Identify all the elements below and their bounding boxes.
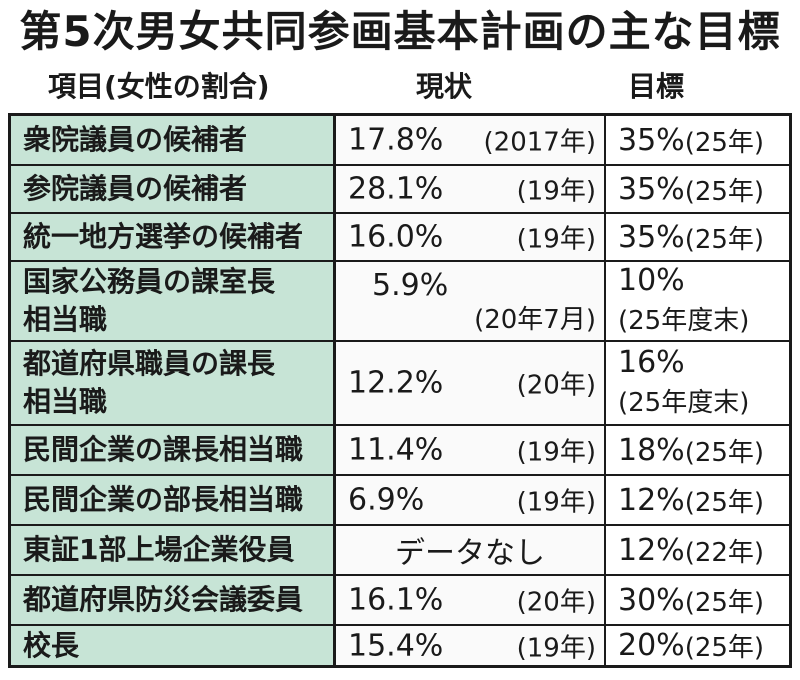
table-row: 東証1部上場企業役員 データなし 12% (22年) [11,526,789,576]
row-current: 16.1% (20年) [336,576,606,624]
row-target: 35% (25年) [606,116,789,164]
row-target: 12% (22年) [606,526,789,574]
current-value: 17.8% [348,122,444,158]
row-item: 参院議員の候補者 [11,166,336,212]
row-target: 18% (25年) [606,426,789,474]
current-value: 6.9% [348,482,425,518]
current-no-data: データなし [395,536,545,571]
target-year: (25年度末) [618,388,750,418]
page-title: 第5次男女共同参画基本計画の主な目標 [19,7,781,56]
row-target: 35% (25年) [606,214,789,260]
row-current: 15.4% (19年) [336,626,606,665]
row-current: 11.4% (19年) [336,426,606,474]
current-year: (20年) [516,587,596,618]
row-item-line1: 都道府県職員の課長 [23,347,276,380]
current-year: (19年) [516,224,596,255]
row-target: 10% (25年度末) [606,262,789,340]
target-value: 12% [618,532,685,568]
target-value: 35% [618,219,685,255]
row-item: 統一地方選挙の候補者 [11,214,336,260]
header-target: 目標 [628,70,685,103]
row-target: 35% (25年) [606,166,789,212]
row-current: 28.1% (19年) [336,166,606,212]
current-year: (20年7月) [474,305,596,335]
table-row: 都道府県防災会議委員 16.1% (20年) 30% (25年) [11,576,789,626]
row-item: 校長 [11,626,336,665]
row-current: 6.9% (19年) [336,476,606,524]
target-year: (25年度末) [618,306,750,336]
row-item: 民間企業の課長相当職 [11,426,336,474]
table-header: 項目(女性の割合) 現状 目標 [0,62,800,112]
row-target: 16% (25年度末) [606,342,789,424]
target-year: (25年) [684,487,765,518]
target-value: 20% [618,628,685,663]
current-value: 11.4% [348,432,444,468]
target-year: (25年) [684,127,765,158]
target-year: (25年) [684,224,765,255]
target-year: (25年) [684,587,765,618]
table-row: 衆院議員の候補者 17.8% (2017年) 35% (25年) [11,116,789,166]
target-year: (25年) [684,176,765,207]
row-current: 17.8% (2017年) [336,116,606,164]
table-row: 国家公務員の課室長 相当職 5.9% (20年7月) 10% (25年度末) [11,262,789,342]
current-value: 15.4% [348,628,444,663]
target-year: (25年) [684,633,765,663]
row-item: 民間企業の部長相当職 [11,476,336,524]
target-value: 18% [618,432,685,468]
current-year: (2017年) [483,127,596,158]
table-row: 統一地方選挙の候補者 16.0% (19年) 35% (25年) [11,214,789,262]
row-item-line1: 国家公務員の課室長 [23,265,276,298]
current-year: (19年) [516,176,596,207]
current-year: (19年) [516,633,596,663]
current-year: (19年) [516,437,596,468]
row-item: 衆院議員の候補者 [11,116,336,164]
row-item: 都道府県職員の課長 相当職 [11,342,336,424]
table-row: 校長 15.4% (19年) 20% (25年) [11,626,789,665]
target-value: 35% [618,171,685,207]
row-item: 東証1部上場企業役員 [11,526,336,574]
target-value: 16% [618,345,685,380]
current-value: 16.1% [348,582,444,618]
row-target: 30% (25年) [606,576,789,624]
table-row: 都道府県職員の課長 相当職 12.2% (20年) 16% (25年度末) [11,342,789,426]
target-value: 35% [618,122,685,158]
target-value: 12% [618,482,685,518]
current-year: (20年) [516,370,596,401]
target-year: (22年) [684,537,765,568]
table-row: 参院議員の候補者 28.1% (19年) 35% (25年) [11,166,789,214]
row-current: データなし [336,526,606,574]
current-value: 12.2% [348,365,444,401]
target-value: 10% [618,263,685,298]
row-item: 都道府県防災会議委員 [11,576,336,624]
row-item-line2: 相当職 [23,385,108,418]
target-year: (25年) [684,437,765,468]
current-year: (19年) [516,487,596,518]
header-current: 現状 [416,70,473,103]
row-current: 16.0% (19年) [336,214,606,260]
table-row: 民間企業の課長相当職 11.4% (19年) 18% (25年) [11,426,789,476]
current-value: 5.9% [372,268,449,303]
goals-table: 衆院議員の候補者 17.8% (2017年) 35% (25年) 参院議員の候補… [8,113,792,668]
row-target: 20% (25年) [606,626,789,665]
row-current: 5.9% (20年7月) [336,262,606,340]
row-current: 12.2% (20年) [336,342,606,424]
target-value: 30% [618,582,685,618]
table-row: 民間企業の部長相当職 6.9% (19年) 12% (25年) [11,476,789,526]
row-item-line2: 相当職 [23,303,108,336]
current-value: 28.1% [348,171,444,207]
current-value: 16.0% [348,219,444,255]
row-target: 12% (25年) [606,476,789,524]
row-item: 国家公務員の課室長 相当職 [11,262,336,340]
header-item: 項目(女性の割合) [48,70,270,103]
